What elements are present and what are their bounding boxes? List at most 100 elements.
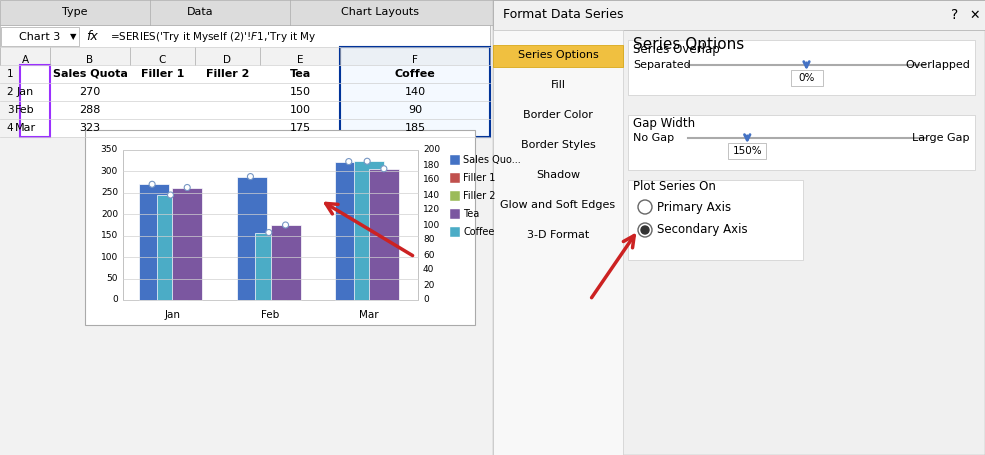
Text: Series Options: Series Options	[518, 50, 598, 60]
Text: Separated: Separated	[633, 60, 690, 70]
Bar	[450, 191, 460, 201]
Text: ▼: ▼	[70, 32, 76, 41]
Text: 3-D Format: 3-D Format	[527, 230, 589, 240]
Circle shape	[167, 192, 173, 198]
Bar	[450, 227, 460, 237]
Circle shape	[184, 184, 190, 191]
Bar	[1, 27, 79, 46]
Text: 323: 323	[80, 123, 100, 133]
Text: ✕: ✕	[970, 9, 980, 21]
Text: 200: 200	[423, 146, 440, 155]
Text: Filler 2: Filler 2	[463, 191, 495, 201]
Text: Filler 1: Filler 1	[141, 69, 184, 79]
Bar	[271, 225, 300, 300]
Bar	[368, 169, 399, 300]
Text: Mar: Mar	[359, 310, 378, 320]
Text: Large Gap: Large Gap	[912, 133, 970, 143]
Text: 60: 60	[423, 251, 434, 259]
Text: Mar: Mar	[15, 123, 35, 133]
Text: 120: 120	[423, 206, 440, 214]
Text: Feb: Feb	[261, 310, 280, 320]
Text: 200: 200	[100, 210, 118, 219]
Circle shape	[247, 173, 253, 180]
Text: Filler 2: Filler 2	[206, 69, 249, 79]
Text: B: B	[87, 55, 94, 65]
Bar	[493, 0, 985, 30]
Text: Jan: Jan	[164, 310, 180, 320]
Circle shape	[364, 158, 370, 164]
Text: Jan: Jan	[17, 87, 33, 97]
Text: Gap Width: Gap Width	[633, 116, 695, 130]
Circle shape	[381, 166, 387, 172]
Bar	[340, 47, 490, 137]
Text: 3: 3	[7, 105, 14, 115]
Text: Filler 1: Filler 1	[463, 173, 495, 183]
Bar	[0, 25, 490, 47]
Bar	[123, 150, 418, 300]
Text: Shadow: Shadow	[536, 170, 580, 180]
Text: 185: 185	[405, 123, 426, 133]
Text: =SERIES('Try it Myself (2)'!$F$1,'Try it My: =SERIES('Try it Myself (2)'!$F$1,'Try it…	[110, 30, 316, 44]
Text: 180: 180	[423, 161, 440, 170]
Text: 50: 50	[106, 274, 118, 283]
Bar	[354, 161, 384, 300]
Circle shape	[149, 181, 155, 187]
Text: 100: 100	[290, 105, 310, 115]
Circle shape	[638, 223, 652, 237]
Text: F: F	[412, 55, 418, 65]
Text: 0: 0	[423, 295, 428, 304]
Text: 20: 20	[423, 280, 434, 289]
Text: 140: 140	[423, 191, 440, 199]
Text: 350: 350	[100, 146, 118, 155]
Circle shape	[283, 222, 289, 228]
Circle shape	[346, 159, 352, 165]
Bar	[0, 47, 490, 137]
Text: 1: 1	[7, 69, 14, 79]
Text: 40: 40	[423, 266, 434, 274]
Text: 100: 100	[423, 221, 440, 229]
Text: 250: 250	[100, 188, 118, 197]
Text: Fill: Fill	[551, 80, 565, 90]
Text: Tea: Tea	[290, 69, 310, 79]
Text: Sales Quota: Sales Quota	[52, 69, 127, 79]
Text: Series Options: Series Options	[633, 37, 745, 52]
Bar	[628, 115, 975, 170]
Text: Glow and Soft Edges: Glow and Soft Edges	[500, 200, 616, 210]
Bar	[493, 0, 985, 455]
Text: 4: 4	[7, 123, 14, 133]
FancyBboxPatch shape	[728, 143, 766, 159]
Text: Type: Type	[62, 7, 88, 17]
Text: 0: 0	[112, 295, 118, 304]
Text: Coffee: Coffee	[395, 69, 435, 79]
Text: Border Styles: Border Styles	[521, 140, 595, 150]
Text: A: A	[22, 55, 29, 65]
Text: 160: 160	[423, 176, 440, 184]
Bar	[237, 177, 267, 300]
Text: Format Data Series: Format Data Series	[503, 9, 624, 21]
Text: 140: 140	[405, 87, 426, 97]
Bar	[85, 130, 475, 325]
Text: 100: 100	[100, 253, 118, 262]
Bar	[255, 233, 286, 300]
Bar	[628, 40, 975, 95]
Text: C: C	[159, 55, 166, 65]
Text: 80: 80	[423, 236, 434, 244]
Bar	[493, 45, 623, 67]
Text: No Gap: No Gap	[633, 133, 674, 143]
Text: Secondary Axis: Secondary Axis	[657, 223, 748, 237]
Text: Sales Quo...: Sales Quo...	[463, 155, 521, 165]
Text: 150%: 150%	[733, 146, 762, 156]
Text: E: E	[296, 55, 303, 65]
Text: 175: 175	[290, 123, 310, 133]
Text: ?: ?	[952, 8, 958, 22]
Bar	[0, 47, 490, 65]
Circle shape	[266, 229, 272, 236]
Bar	[172, 187, 202, 300]
Bar	[20, 65, 50, 137]
Bar	[340, 47, 490, 137]
Text: Chart 3: Chart 3	[20, 32, 61, 42]
Text: D: D	[224, 55, 231, 65]
Text: Primary Axis: Primary Axis	[657, 201, 731, 213]
Text: Data: Data	[187, 7, 214, 17]
Text: fx: fx	[86, 30, 98, 44]
